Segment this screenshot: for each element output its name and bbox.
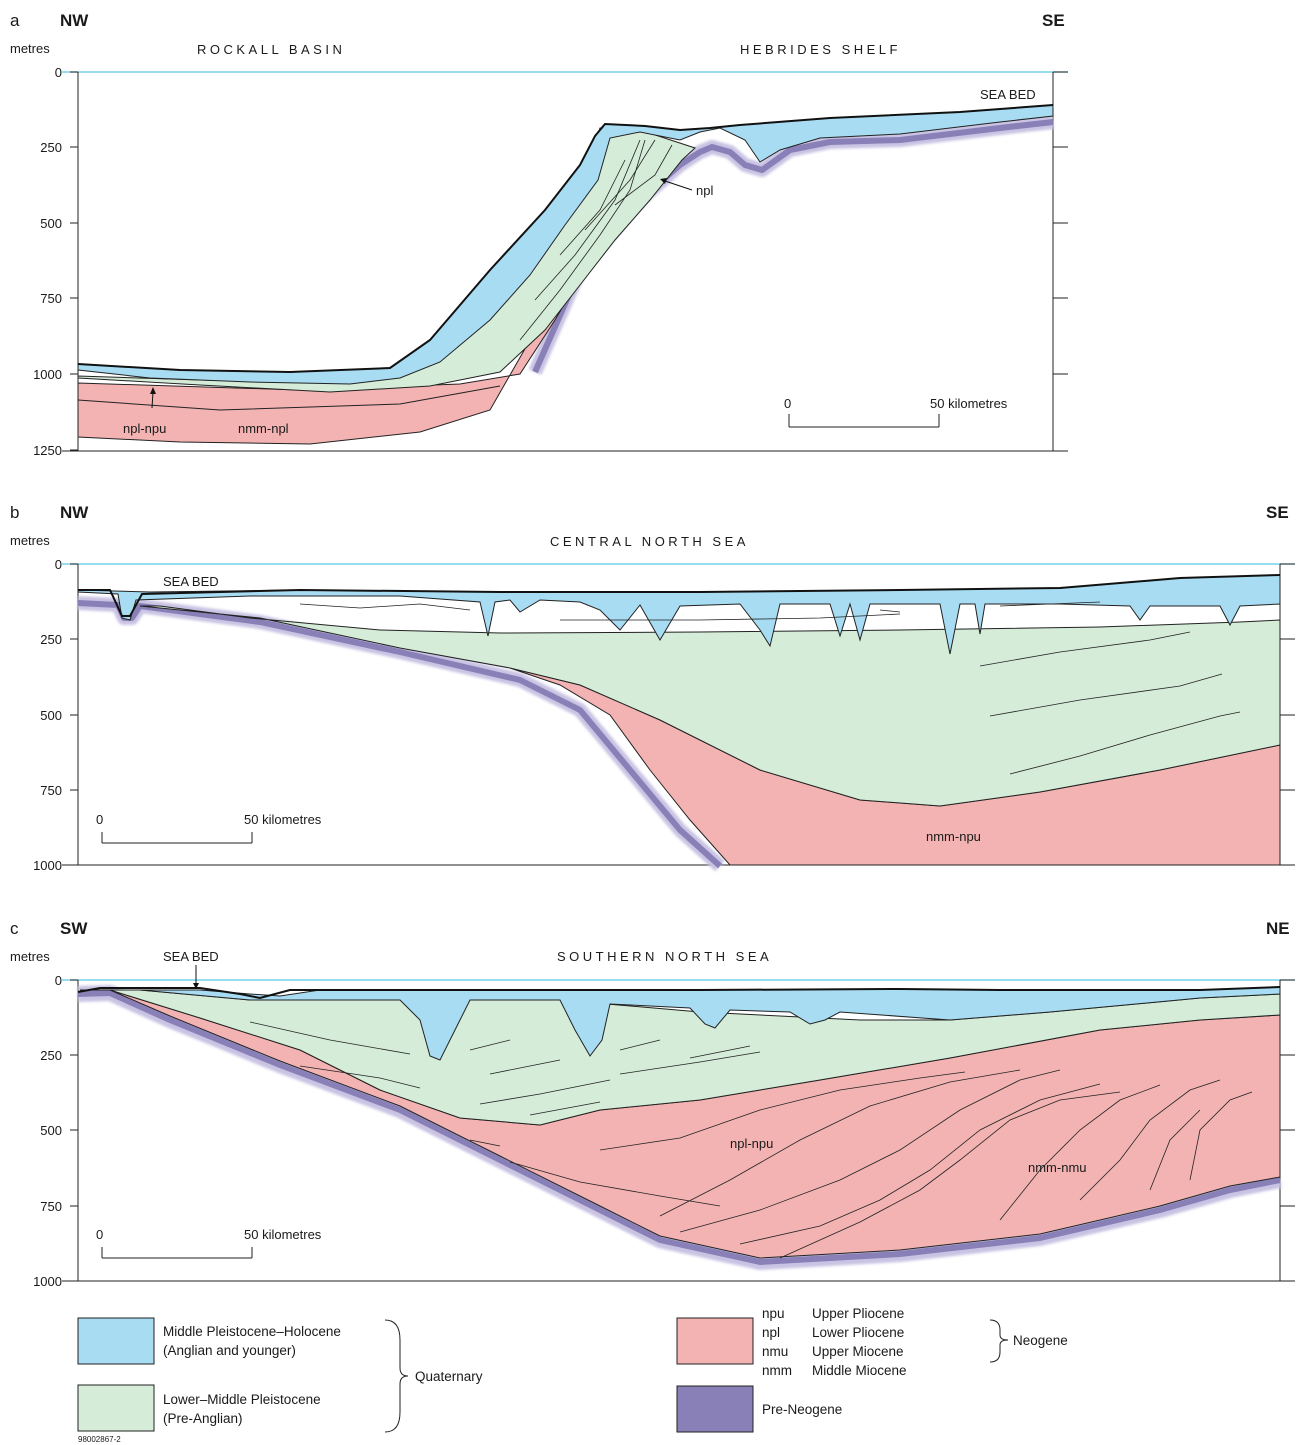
legend-name-middle-miocene: Middle Miocene [812,1363,907,1378]
panel-a-scale-bar [788,414,940,428]
panel-a-units: metres [10,41,50,56]
panel-a-direction-left: NW [60,11,89,30]
panel-c-scale-start: 0 [96,1227,103,1242]
figure-id: 98002867-2 [78,1435,121,1444]
panel-b-sea-bed-line [78,574,1281,617]
panel-a-scale-start: 0 [784,396,791,411]
panel-a-sea-bed-label: SEA BED [980,87,1036,102]
panel-c-tick-500: 500 [40,1123,62,1138]
panel-b-letter: b [10,503,19,522]
panel-b-tick-750: 750 [40,783,62,798]
panel-b-label-nmm-npu: nmm-npu [926,829,981,844]
panel-c-tick-0: 0 [55,973,62,988]
panel-a-npl-npu-arrow [151,391,154,409]
panel-b-lower-pleistocene [139,605,1281,807]
panel-c-y-axis [70,979,1295,1207]
panel-a-sea-bed-line [77,104,1054,374]
legend-lower-pleistocene-line2: (Pre-Anglian) [163,1411,243,1426]
legend-name-upper-miocene: Upper Miocene [812,1344,904,1359]
legend-name-lower-pliocene: Lower Pliocene [812,1325,904,1340]
panel-c-units: metres [10,949,50,964]
panel-a-lower-pleistocene [77,127,696,393]
legend-swatch-lower-pleistocene [77,1384,155,1432]
panel-c-sea-bed-label: SEA BED [163,949,219,964]
legend-quaternary: Quaternary [415,1369,483,1384]
panel-b-bedding [299,601,1241,775]
panel-c-tick-250: 250 [40,1048,62,1063]
panel-a-tick-750: 750 [40,291,62,306]
panel-a-tick-250: 250 [40,140,62,155]
legend-neogene: Neogene [1013,1333,1068,1348]
panel-a-tick-1000: 1000 [33,367,62,382]
panel-b-scale-end: 50 kilometres [244,812,322,827]
legend-lower-pleistocene-line1: Lower–Middle Pleistocene [163,1392,321,1407]
panel-a-region-right: HEBRIDES SHELF [740,42,901,57]
panel-c-region: SOUTHERN NORTH SEA [557,949,772,964]
panel-c-scale-end: 50 kilometres [244,1227,322,1242]
neogene-brace [989,1319,1009,1363]
panel-c: c SW NE metres SOUTHERN NORTH SEA 0 250 … [10,919,1295,1289]
panel-a-tick-500: 500 [40,216,62,231]
panel-a: a NW SE metres ROCKALL BASIN HEBRIDES SH… [10,11,1068,458]
panel-a-region-left: ROCKALL BASIN [197,42,345,57]
quaternary-brace [384,1319,409,1433]
legend-middle-pleistocene-line1: Middle Pleistocene–Holocene [163,1324,341,1339]
panel-a-letter: a [10,11,20,30]
legend-code-npu: npu [762,1306,785,1321]
panel-c-sea-bed-line [77,986,1281,1000]
panel-c-tick-1000: 1000 [33,1274,62,1289]
panel-b-direction-right: SE [1266,503,1289,522]
panel-a-npl-arrow [661,179,693,191]
panel-a-tick-1250: 1250 [33,443,62,458]
panel-b-tick-0: 0 [55,557,62,572]
panel-a-label-npl-npu: npl-npu [123,421,166,436]
legend-code-npl: npl [762,1325,780,1340]
legend-swatch-pre-neogene [676,1385,754,1433]
panel-b-tick-500: 500 [40,708,62,723]
panel-b-scale-start: 0 [96,812,103,827]
legend-code-nmu: nmu [762,1344,788,1359]
panel-b-tick-250: 250 [40,632,62,647]
panel-a-scale-end: 50 kilometres [930,396,1008,411]
panel-a-direction-right: SE [1042,11,1065,30]
panel-c-scale-bar [101,1247,253,1259]
panel-a-bedding [519,139,673,341]
panel-b-scale-bar [101,832,253,844]
panel-b: b NW SE metres CENTRAL NORTH SEA 0 250 5… [10,503,1295,873]
panel-c-direction-left: SW [60,919,88,938]
legend: Middle Pleistocene–Holocene (Anglian and… [77,1306,1068,1444]
legend-code-nmm: nmm [762,1363,792,1378]
panel-c-label-nmm-nmu: nmm-nmu [1028,1160,1087,1175]
panel-a-y-axis [70,71,1068,451]
legend-swatch-neogene [676,1317,754,1365]
panel-b-direction-left: NW [60,503,89,522]
legend-middle-pleistocene-line2: (Anglian and younger) [163,1343,296,1358]
legend-swatch-middle-pleistocene [77,1317,155,1365]
panel-c-letter: c [10,919,19,938]
legend-pre-neogene: Pre-Neogene [762,1402,842,1417]
panel-a-tick-0: 0 [55,65,62,80]
panel-c-bedding [249,1021,1253,1259]
panel-c-tick-750: 750 [40,1199,62,1214]
panel-a-label-npl: npl [696,183,713,198]
panel-b-tick-1000: 1000 [33,858,62,873]
panel-c-label-npl-npu: npl-npu [730,1136,773,1151]
panel-a-label-nmm-npl: nmm-npl [238,421,289,436]
panel-b-region: CENTRAL NORTH SEA [550,534,749,549]
panel-c-pre-neogene [77,990,1281,1265]
panel-b-y-axis [70,563,1295,791]
panel-b-sea-bed-label: SEA BED [163,574,219,589]
panel-b-units: metres [10,533,50,548]
panel-c-direction-right: NE [1266,919,1290,938]
legend-name-upper-pliocene: Upper Pliocene [812,1306,904,1321]
